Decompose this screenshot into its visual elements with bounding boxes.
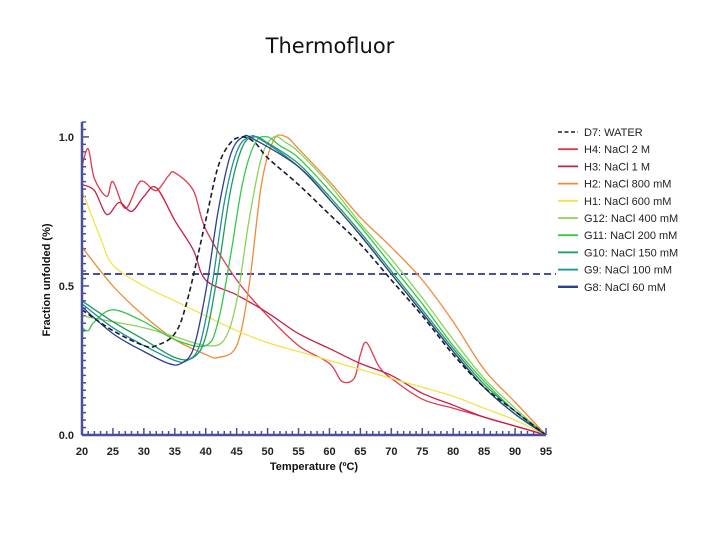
legend-label: G9: NaCl 100 mM	[584, 265, 672, 277]
x-tick-label: 65	[354, 446, 366, 458]
x-tick-label: 75	[416, 446, 428, 458]
x-axis-title: Temperature (ºC)	[270, 461, 358, 473]
legend-label: H4: NaCl 2 M	[584, 144, 650, 156]
series-line-g9	[81, 135, 547, 436]
x-tick-label: 80	[447, 446, 459, 458]
y-tick-label: 1.0	[59, 132, 74, 144]
legend: D7: WATER H4: NaCl 2 M H3: NaCl 1 M H2: NaC…	[558, 127, 678, 294]
legend-label: G8: NaCl 60 mM	[584, 282, 666, 294]
y-axis-title: Fraction unfolded (%)	[41, 223, 53, 336]
x-tick-label: 30	[138, 446, 150, 458]
x-tick-label: 55	[292, 446, 304, 458]
series-line-g8	[81, 134, 547, 436]
series-line-h3	[81, 183, 547, 436]
series-layer	[81, 134, 547, 436]
x-tick-label: 40	[200, 446, 212, 458]
x-tick-label: 45	[231, 446, 243, 458]
series-line-h4	[81, 148, 547, 436]
chart-title: Thermofluor	[265, 34, 395, 58]
x-tick-label: 35	[169, 446, 181, 458]
legend-label: D7: WATER	[584, 127, 643, 139]
x-tick-label: 25	[107, 446, 119, 458]
axes	[80, 122, 546, 437]
legend-label: H2: NaCl 800 mM	[584, 179, 671, 191]
x-tick-label: 60	[323, 446, 335, 458]
series-line-g12	[81, 135, 547, 436]
x-tick-label: 20	[76, 446, 88, 458]
legend-label: G12: NaCl 400 mM	[584, 213, 678, 225]
tick-labels: 20 25 30 35 40 45 50 55 60 65 70 75 80 85 90 95 0.0 0.5 1.…	[59, 132, 552, 458]
y-tick-label: 0.0	[59, 430, 74, 442]
legend-label: H1: NaCl 600 mM	[584, 196, 671, 208]
tick-marks	[81, 121, 547, 436]
x-tick-label: 90	[509, 446, 521, 458]
series-line-d7	[81, 136, 547, 436]
x-tick-label: 50	[261, 446, 273, 458]
x-tick-label: 95	[540, 446, 552, 458]
x-tick-label: 70	[385, 446, 397, 458]
legend-label: H3: NaCl 1 M	[584, 161, 650, 173]
legend-label: G11: NaCl 200 mM	[584, 230, 677, 242]
series-line-h2	[81, 134, 547, 436]
series-line-g10	[81, 136, 547, 436]
legend-label: G10: NaCl 150 mM	[584, 247, 678, 259]
series-line-h1	[81, 190, 547, 436]
x-tick-label: 85	[478, 446, 490, 458]
y-tick-label: 0.5	[59, 281, 74, 293]
